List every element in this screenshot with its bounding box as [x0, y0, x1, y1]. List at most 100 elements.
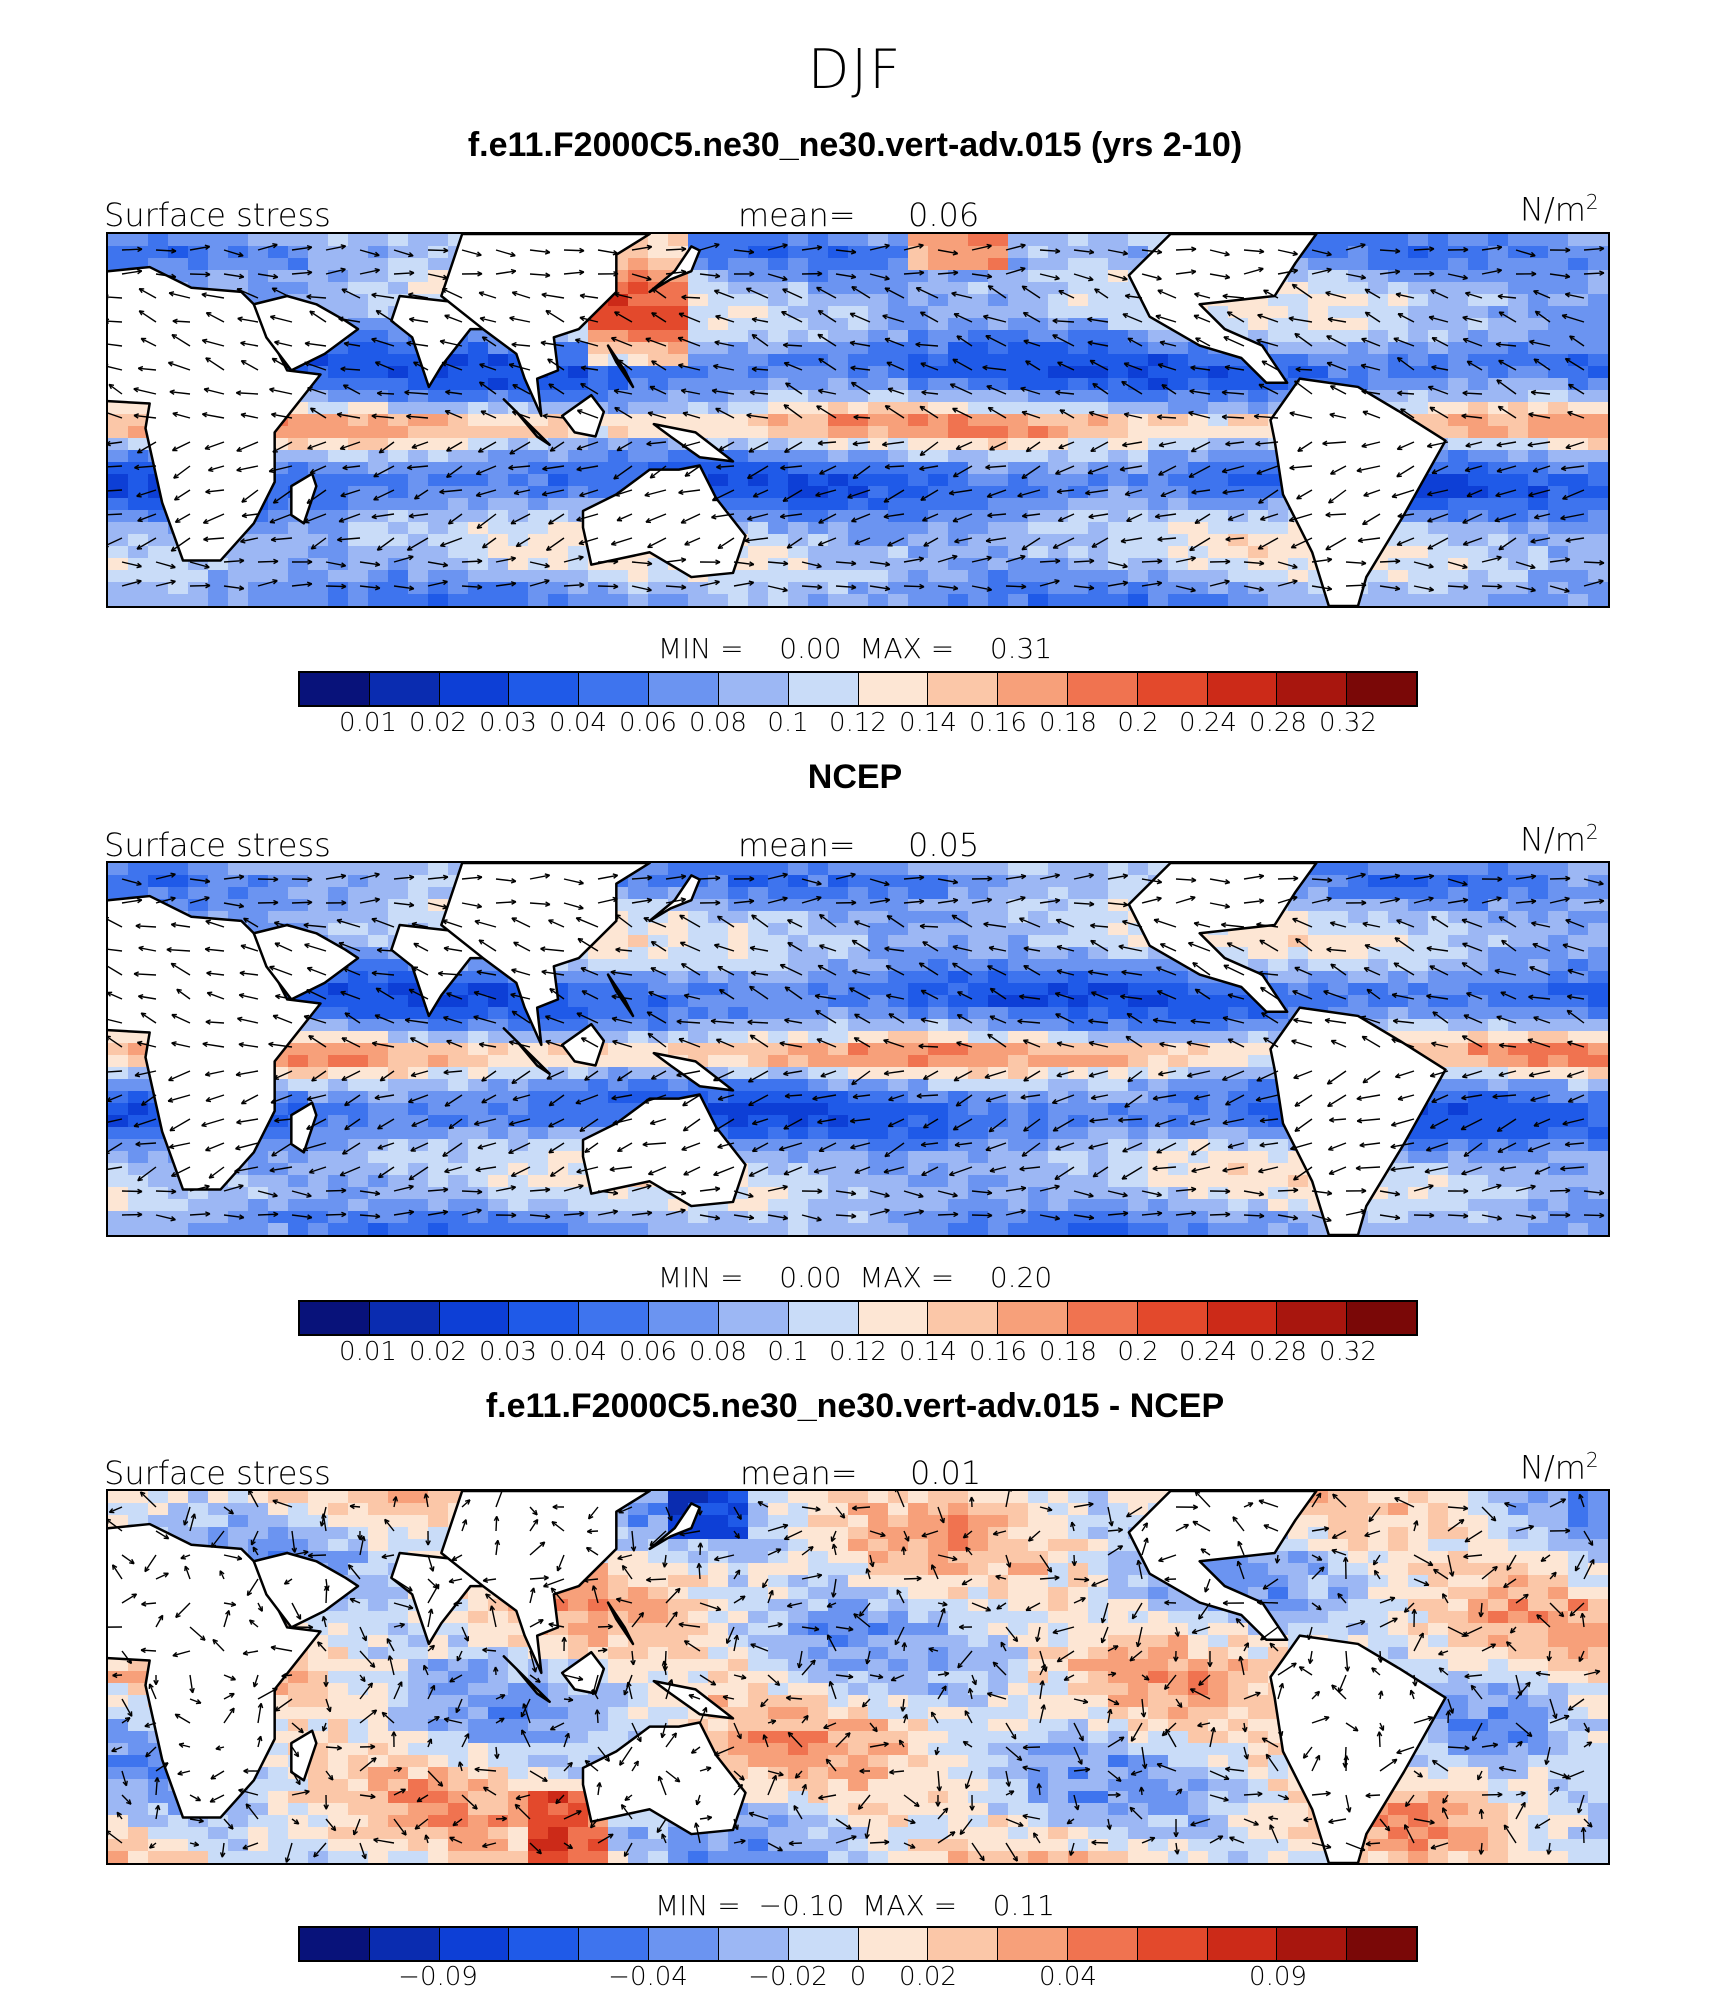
colorbar-tick-label: 0.16 [969, 1337, 1027, 1367]
colorbar-tick-label: 0.32 [1319, 708, 1377, 738]
colorbar-tick-label: 0.12 [829, 708, 887, 738]
colorbar-swatch [369, 673, 440, 705]
colorbar-swatch [788, 1928, 859, 1960]
colorbar-swatch [300, 673, 370, 705]
panel-1-minmax: MIN = 0.00 MAX = 0.31 [657, 632, 1053, 665]
colorbar-tick-label: 0.28 [1249, 708, 1307, 738]
panel-1-field-label: Surface stress [104, 196, 331, 234]
panel-3-colorbar-ticks: −0.09 −0.04 −0.02 0 0.02 0.04 0.09 [0, 1962, 1710, 1994]
stress-vectors [108, 1491, 1601, 1863]
colorbar-tick-label: 0.04 [549, 708, 607, 738]
colorbar-swatch [649, 1928, 719, 1960]
colorbar-swatch [1207, 1928, 1278, 1960]
panel-3-title: f.e11.F2000C5.ne30_ne30.vert-adv.015 - N… [485, 1387, 1225, 1425]
panel-1-mean-label: mean= [738, 196, 856, 234]
colorbar-swatch [1347, 1928, 1416, 1960]
panel-3-map [106, 1489, 1610, 1865]
colorbar-swatch [928, 1928, 999, 1960]
colorbar-swatch [998, 1302, 1068, 1334]
colorbar-swatch [1347, 1302, 1416, 1334]
colorbar-swatch [718, 1302, 789, 1334]
colorbar-swatch [858, 673, 929, 705]
colorbar-tick-label: 0.08 [689, 1337, 747, 1367]
colorbar-swatch [509, 673, 580, 705]
panel-3-field-label: Surface stress [104, 1454, 331, 1492]
colorbar-tick-label: −0.02 [748, 1962, 828, 1992]
colorbar-swatch [300, 1302, 370, 1334]
panel-2-map [106, 861, 1610, 1237]
colorbar-swatch [579, 673, 650, 705]
colorbar-tick-label: 0.02 [409, 1337, 467, 1367]
panel-2-title: NCEP [807, 758, 903, 796]
colorbar-swatch [1137, 673, 1208, 705]
colorbar-tick-label: −0.04 [608, 1962, 688, 1992]
colorbar-swatch [439, 1928, 510, 1960]
colorbar-swatch [300, 1928, 370, 1960]
colorbar-tick-label: 0.28 [1249, 1337, 1307, 1367]
colorbar-tick-label: 0.02 [899, 1962, 957, 1992]
panel-1-colorbar [298, 671, 1418, 707]
colorbar-tick-label: 0.18 [1039, 1337, 1097, 1367]
panel-2-colorbar-ticks: 0.01 0.02 0.03 0.04 0.06 0.08 0.1 0.12 0.14 0.16 0… [0, 1337, 1710, 1369]
colorbar-tick-label: 0.1 [767, 708, 809, 738]
panel-3-mean-label: mean= [740, 1454, 858, 1492]
panel-3-units: N/m2 [1520, 1448, 1599, 1487]
colorbar-tick-label: 0.24 [1179, 1337, 1237, 1367]
colorbar-swatch [369, 1928, 440, 1960]
colorbar-swatch [1207, 673, 1278, 705]
panel-1-title: f.e11.F2000C5.ne30_ne30.vert-adv.015 (yr… [467, 126, 1243, 164]
colorbar-tick-label: 0.2 [1117, 1337, 1159, 1367]
panel-2-mean-label: mean= [738, 826, 856, 864]
colorbar-swatch [1277, 1302, 1348, 1334]
colorbar-swatch [1067, 673, 1138, 705]
panel-3-minmax: MIN = −0.10 MAX = 0.11 [655, 1889, 1055, 1922]
colorbar-tick-label: 0.01 [339, 1337, 397, 1367]
colorbar-swatch [1347, 673, 1416, 705]
panel-2-units: N/m2 [1520, 820, 1599, 859]
colorbar-swatch [369, 1302, 440, 1334]
colorbar-tick-label: 0.09 [1249, 1962, 1307, 1992]
colorbar-swatch [928, 1302, 999, 1334]
colorbar-tick-label: −0.09 [398, 1962, 478, 1992]
colorbar-swatch [1277, 673, 1348, 705]
continents [108, 863, 1447, 1235]
colorbar-swatch [928, 673, 999, 705]
panel-1-units: N/m2 [1520, 190, 1599, 229]
colorbar-swatch [998, 673, 1068, 705]
panel-3-mean-value: 0.01 [910, 1454, 982, 1492]
colorbar-swatch [1067, 1302, 1138, 1334]
stress-field [108, 863, 1608, 1235]
colorbar-tick-label: 0.03 [479, 1337, 537, 1367]
colorbar-swatch [1207, 1302, 1278, 1334]
colorbar-swatch [718, 1928, 789, 1960]
panel-3-colorbar [298, 1926, 1418, 1962]
colorbar-tick-label: 0.14 [899, 708, 957, 738]
colorbar-swatch [579, 1302, 650, 1334]
colorbar-swatch [509, 1928, 580, 1960]
panel-2-minmax: MIN = 0.00 MAX = 0.20 [657, 1261, 1053, 1294]
stress-vectors [108, 242, 1605, 594]
colorbar-swatch [1137, 1302, 1208, 1334]
colorbar-tick-label: 0.04 [1039, 1962, 1097, 1992]
panel-2-field-label: Surface stress [104, 826, 331, 864]
panel-1-map [106, 232, 1610, 608]
continents [108, 234, 1447, 606]
colorbar-swatch [509, 1302, 580, 1334]
colorbar-swatch [998, 1928, 1068, 1960]
colorbar-tick-label: 0.03 [479, 708, 537, 738]
colorbar-tick-label: 0.24 [1179, 708, 1237, 738]
colorbar-swatch [788, 673, 859, 705]
colorbar-swatch [1067, 1928, 1138, 1960]
panel-2-mean-value: 0.05 [908, 826, 980, 864]
figure-title: DJF [807, 38, 903, 101]
stress-vectors [108, 872, 1605, 1223]
colorbar-swatch [1277, 1928, 1348, 1960]
colorbar-tick-label: 0.12 [829, 1337, 887, 1367]
colorbar-swatch [788, 1302, 859, 1334]
colorbar-tick-label: 0.04 [549, 1337, 607, 1367]
colorbar-swatch [649, 1302, 719, 1334]
colorbar-tick-label: 0.06 [619, 1337, 677, 1367]
colorbar-swatch [439, 673, 510, 705]
colorbar-swatch [858, 1928, 929, 1960]
colorbar-tick-label: 0.01 [339, 708, 397, 738]
